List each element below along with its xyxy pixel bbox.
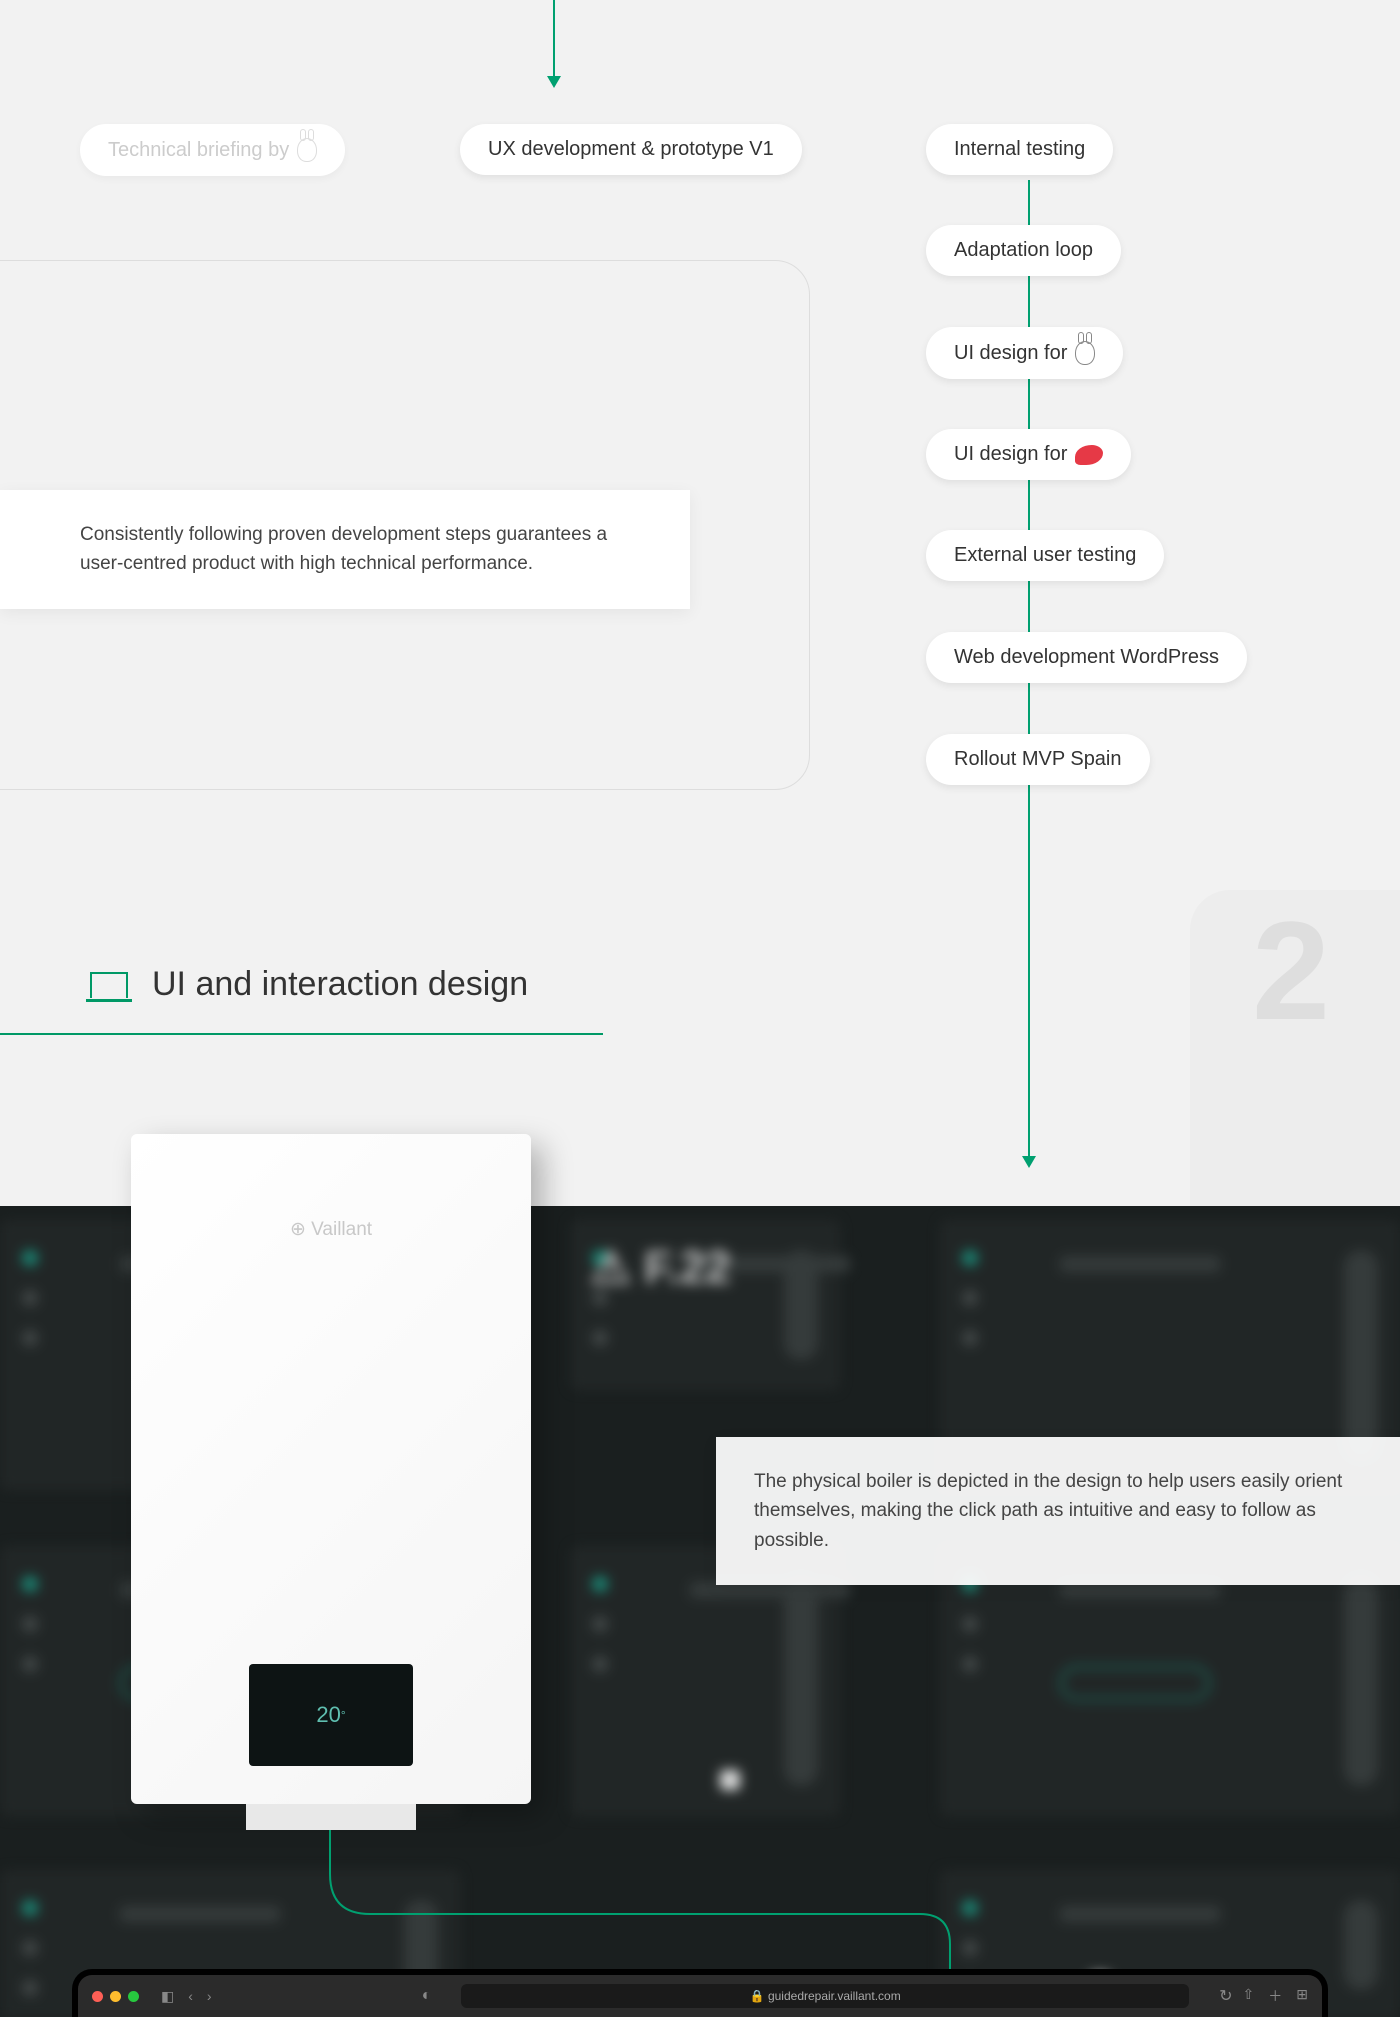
radio-icon xyxy=(592,1330,608,1346)
flow-pill-5: UI design for xyxy=(926,429,1131,480)
radio-selected-icon xyxy=(22,1576,38,1592)
radio-icon xyxy=(22,1980,38,1996)
tabs-icon[interactable]: ⊞ xyxy=(1296,1986,1308,2006)
new-tab-icon[interactable]: ＋ xyxy=(1268,1986,1282,2006)
arrow-down-icon xyxy=(1022,1156,1036,1168)
section-underline xyxy=(0,1033,603,1035)
flow-pill-4: UI design for xyxy=(926,327,1123,379)
radio-icon xyxy=(22,1616,38,1632)
pill-label: Internal testing xyxy=(954,138,1085,161)
radio-icon xyxy=(962,1656,978,1672)
flow-pill-1: UX development & prototype V1 xyxy=(460,124,802,175)
section-number: 2 xyxy=(1252,890,1330,1052)
text-block xyxy=(1060,1256,1220,1272)
radio-icon xyxy=(962,1616,978,1632)
radio-selected-icon xyxy=(962,1900,978,1916)
sidebar-toggle-icon[interactable]: ◧ xyxy=(161,1988,174,2005)
pill-label: Web development WordPress xyxy=(954,646,1219,669)
scroll-indicator xyxy=(1344,1576,1378,1786)
error-code-display: ⚠ F.22 xyxy=(590,1240,731,1294)
browser-right-controls: ⇧ ＋ ⊞ xyxy=(1243,1986,1308,2006)
indicator-active xyxy=(720,1770,740,1790)
back-icon[interactable]: ‹ xyxy=(188,1988,193,2005)
bird-icon xyxy=(1075,445,1103,465)
text-block xyxy=(1060,1906,1220,1922)
radio-icon xyxy=(22,1656,38,1672)
reload-icon[interactable]: ↻ xyxy=(1219,1986,1232,2006)
pill-label: Technical briefing by xyxy=(108,139,289,162)
pill-label: UI design for xyxy=(954,342,1067,365)
scroll-indicator xyxy=(1344,1250,1378,1460)
radio-selected-icon xyxy=(592,1576,608,1592)
laptop-icon xyxy=(90,972,128,998)
radio-icon xyxy=(962,1290,978,1306)
arrow-down-icon xyxy=(547,76,561,88)
radio-icon xyxy=(22,1940,38,1956)
share-icon[interactable]: ⇧ xyxy=(1243,1986,1255,2006)
lock-icon: 🔒 xyxy=(750,1989,765,2003)
callout-text: The physical boiler is depicted in the d… xyxy=(754,1471,1342,1551)
scroll-indicator xyxy=(784,1576,818,1786)
flow-pill-0: Technical briefing by xyxy=(80,124,345,176)
boiler-unit: ° xyxy=(341,1708,346,1722)
section-title: UI and interaction design xyxy=(152,965,528,1004)
radio-icon xyxy=(962,1330,978,1346)
shield-icon[interactable]: ◐ xyxy=(422,1987,432,2005)
callout-boiler-design: The physical boiler is depicted in the d… xyxy=(716,1437,1400,1585)
flow-pill-6: External user testing xyxy=(926,530,1164,581)
radio-icon xyxy=(962,1940,978,1956)
browser-mockup: ◧ ‹ › ◐ 🔒 guidedrepair.vaillant.com ↻ ⇧ … xyxy=(72,1969,1328,2017)
pill-label: UI design for xyxy=(954,443,1067,466)
radio-icon xyxy=(22,1330,38,1346)
bunny-icon xyxy=(1075,341,1095,365)
browser-nav: ◧ ‹ › xyxy=(161,1988,212,2005)
boiler-display: 20° xyxy=(249,1664,413,1766)
flow-line-top xyxy=(553,0,555,86)
close-icon[interactable] xyxy=(92,1991,103,2002)
text-block xyxy=(120,1906,280,1922)
radio-selected-icon xyxy=(22,1250,38,1266)
maximize-icon[interactable] xyxy=(128,1991,139,2002)
dark-card-4 xyxy=(570,1546,840,1816)
flow-pill-3: Adaptation loop xyxy=(926,225,1121,276)
pill-label: Adaptation loop xyxy=(954,239,1093,262)
section-heading: UI and interaction design xyxy=(90,965,528,1004)
boiler-brand-logo: ⊕ Vaillant xyxy=(290,1218,372,1241)
radio-icon xyxy=(592,1616,608,1632)
scroll-indicator xyxy=(784,1250,818,1360)
url-text: guidedrepair.vaillant.com xyxy=(768,1989,901,2003)
boiler-base xyxy=(246,1804,416,1830)
callout-development-steps: Consistently following proven developmen… xyxy=(0,490,690,609)
pill-label: UX development & prototype V1 xyxy=(488,138,774,161)
callout-text: Consistently following proven developmen… xyxy=(80,524,607,574)
url-bar[interactable]: 🔒 guidedrepair.vaillant.com xyxy=(461,1984,1189,2008)
radio-icon xyxy=(592,1656,608,1672)
dark-card-5 xyxy=(940,1546,1400,1816)
radio-selected-icon xyxy=(962,1250,978,1266)
forward-icon[interactable]: › xyxy=(207,1988,212,2005)
pill-label: External user testing xyxy=(954,544,1136,567)
minimize-icon[interactable] xyxy=(110,1991,121,2002)
flow-pill-8: Rollout MVP Spain xyxy=(926,734,1150,785)
scroll-indicator xyxy=(1344,1900,1378,1990)
radio-icon xyxy=(22,1290,38,1306)
flow-pill-2: Internal testing xyxy=(926,124,1113,175)
outlined-button xyxy=(1060,1666,1210,1700)
flow-pill-7: Web development WordPress xyxy=(926,632,1247,683)
bunny-icon xyxy=(297,138,317,162)
pill-label: Rollout MVP Spain xyxy=(954,748,1122,771)
boiler-temperature: 20 xyxy=(316,1702,340,1728)
radio-selected-icon xyxy=(22,1900,38,1916)
boiler-device: ⊕ Vaillant 20° xyxy=(131,1134,531,1804)
traffic-lights xyxy=(92,1991,139,2002)
